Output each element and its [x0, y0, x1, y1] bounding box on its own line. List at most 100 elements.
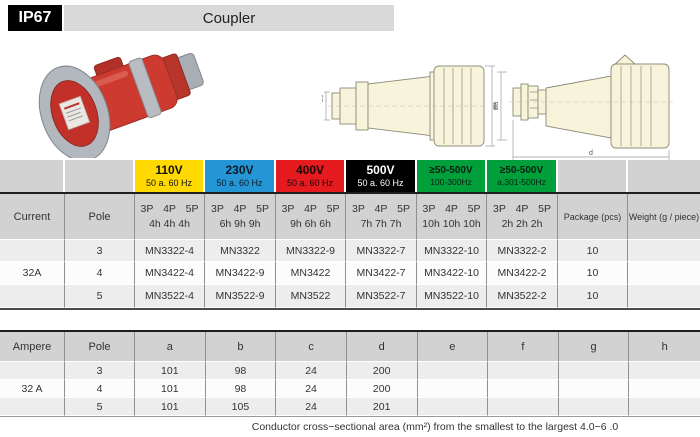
- dim-cell: 200: [346, 380, 418, 398]
- divider: [0, 308, 700, 310]
- current-cell: [0, 240, 65, 262]
- voltage-frequency: 50 a. 60 Hz: [145, 177, 193, 188]
- dim-cell: [629, 398, 700, 416]
- package-cell: 10: [558, 262, 628, 285]
- package-header: Package (pcs): [558, 194, 628, 240]
- voltage-header-301-500hz: ≥50-500V a.301-500Hz: [487, 160, 558, 192]
- model-cell: MN3522-10: [417, 285, 487, 308]
- divider: [0, 192, 700, 194]
- model-cell: MN3322-9: [276, 240, 346, 262]
- ip-rating-badge: IP67: [8, 5, 62, 31]
- voltage-value: 500V: [366, 163, 395, 178]
- model-cell: MN3322: [205, 240, 276, 262]
- model-cell: MN3422-4: [135, 262, 205, 285]
- voltage-header-100-300hz: ≥50-500V 100-300Hz: [417, 160, 487, 192]
- model-cell: MN3322-10: [417, 240, 487, 262]
- voltage-header-110v: 110V 50 a. 60 Hz: [135, 160, 205, 192]
- weight-cell: [628, 240, 700, 262]
- dim-cell: [558, 380, 630, 398]
- spec-corner-cell: [65, 160, 135, 192]
- pole-cell: 3: [65, 362, 135, 380]
- model-cell: MN3422-7: [346, 262, 417, 285]
- dim-cell: [629, 380, 700, 398]
- dim-column-c: c: [276, 332, 347, 362]
- dim-column-e: e: [417, 332, 489, 362]
- voltage-value: 110V: [155, 163, 183, 178]
- model-cell: MN3422-9: [205, 262, 276, 285]
- ampere-cell: 32 A: [0, 380, 65, 398]
- clock-position: 6h 9h 9h: [219, 218, 261, 230]
- spec-corner-cell: [628, 160, 700, 192]
- voltage-frequency: 50 a. 60 Hz: [216, 177, 263, 188]
- dim-cell: 98: [205, 362, 277, 380]
- pin-config: 3P 4P 5P: [211, 203, 269, 215]
- model-cell: MN3322-2: [487, 240, 558, 262]
- pole-cell: 4: [65, 262, 135, 285]
- pin-config: 3P 4P 5P: [422, 203, 481, 215]
- technical-drawing-length: øb d: [493, 54, 673, 160]
- ampere-cell: [0, 362, 65, 380]
- dimension-label-body-diameter: øb: [493, 102, 498, 110]
- dim-column-g: g: [558, 332, 630, 362]
- dim-cell: [558, 398, 630, 416]
- dim-cell: 101: [135, 398, 206, 416]
- pole-cell: 5: [65, 398, 135, 416]
- dim-cell: [488, 362, 559, 380]
- pin-config: 3P 4P 5P: [281, 203, 340, 215]
- divider: [0, 330, 700, 332]
- current-header: Current: [0, 194, 65, 240]
- current-cell: 32A: [0, 262, 65, 285]
- voltage-value: ≥50-500V: [499, 164, 544, 176]
- model-cell: MN3422-10: [417, 262, 487, 285]
- model-cell: MN3422-2: [487, 262, 558, 285]
- dim-cell: 200: [346, 362, 418, 380]
- dim-cell: 105: [205, 398, 277, 416]
- pin-header-301-500hz: 3P 4P 5P 2h 2h 2h: [487, 194, 558, 240]
- voltage-frequency: 50 a. 60 Hz: [357, 177, 404, 188]
- model-cell: MN3522-4: [135, 285, 205, 308]
- model-cell: MN3522: [276, 285, 346, 308]
- weight-cell: [628, 285, 700, 308]
- voltage-value: ≥50-500V: [429, 164, 473, 176]
- pin-config: 3P 4P 5P: [140, 203, 199, 215]
- voltage-frequency: 100-300Hz: [430, 176, 472, 187]
- spec-table: 110V 50 a. 60 Hz 230V 50 a. 60 Hz 400V 5…: [0, 160, 700, 308]
- model-cell: MN3522-2: [487, 285, 558, 308]
- ampere-cell: [0, 398, 65, 416]
- pole-header: Pole: [65, 332, 135, 362]
- voltage-header-230v: 230V 50 a. 60 Hz: [205, 160, 276, 192]
- dim-cell: 24: [276, 362, 347, 380]
- model-cell: MN3522-7: [346, 285, 417, 308]
- weight-header: Weight (g / piece): [628, 194, 700, 240]
- conductor-footnote: Conductor cross−sectional area (mm²) fro…: [251, 421, 619, 433]
- dim-cell: 101: [135, 362, 206, 380]
- voltage-value: 400V: [295, 163, 325, 178]
- model-cell: MN3322-7: [346, 240, 417, 262]
- pole-header: Pole: [65, 194, 135, 240]
- dim-cell: 201: [346, 398, 418, 416]
- voltage-frequency: 50 a. 60 Hz: [286, 177, 334, 188]
- dim-cell: [558, 362, 630, 380]
- pin-header-230v: 3P 4P 5P 6h 9h 9h: [205, 194, 276, 240]
- dim-cell: [488, 380, 559, 398]
- current-cell: [0, 285, 65, 308]
- dim-cell: 101: [135, 380, 206, 398]
- pin-config: 3P 4P 5P: [493, 203, 551, 215]
- dim-cell: [417, 398, 489, 416]
- dim-cell: [417, 380, 489, 398]
- divider: [0, 416, 700, 417]
- spec-corner-cell: [558, 160, 628, 192]
- spec-corner-cell: [0, 160, 65, 192]
- dim-column-d: d: [346, 332, 418, 362]
- clock-position: 2h 2h 2h: [501, 218, 543, 230]
- package-cell: 10: [558, 240, 628, 262]
- model-cell: MN3322-4: [135, 240, 205, 262]
- model-cell: MN3522-9: [205, 285, 276, 308]
- dim-column-f: f: [488, 332, 559, 362]
- clock-position: 9h 6h 6h: [290, 218, 331, 230]
- dim-cell: [629, 362, 700, 380]
- clock-position: 7h 7h 7h: [360, 218, 402, 230]
- dimension-table: Ampere Pole a b c d e f g h 3 101 98 24 …: [0, 330, 700, 416]
- pole-cell: 5: [65, 285, 135, 308]
- dim-column-h: h: [629, 332, 700, 362]
